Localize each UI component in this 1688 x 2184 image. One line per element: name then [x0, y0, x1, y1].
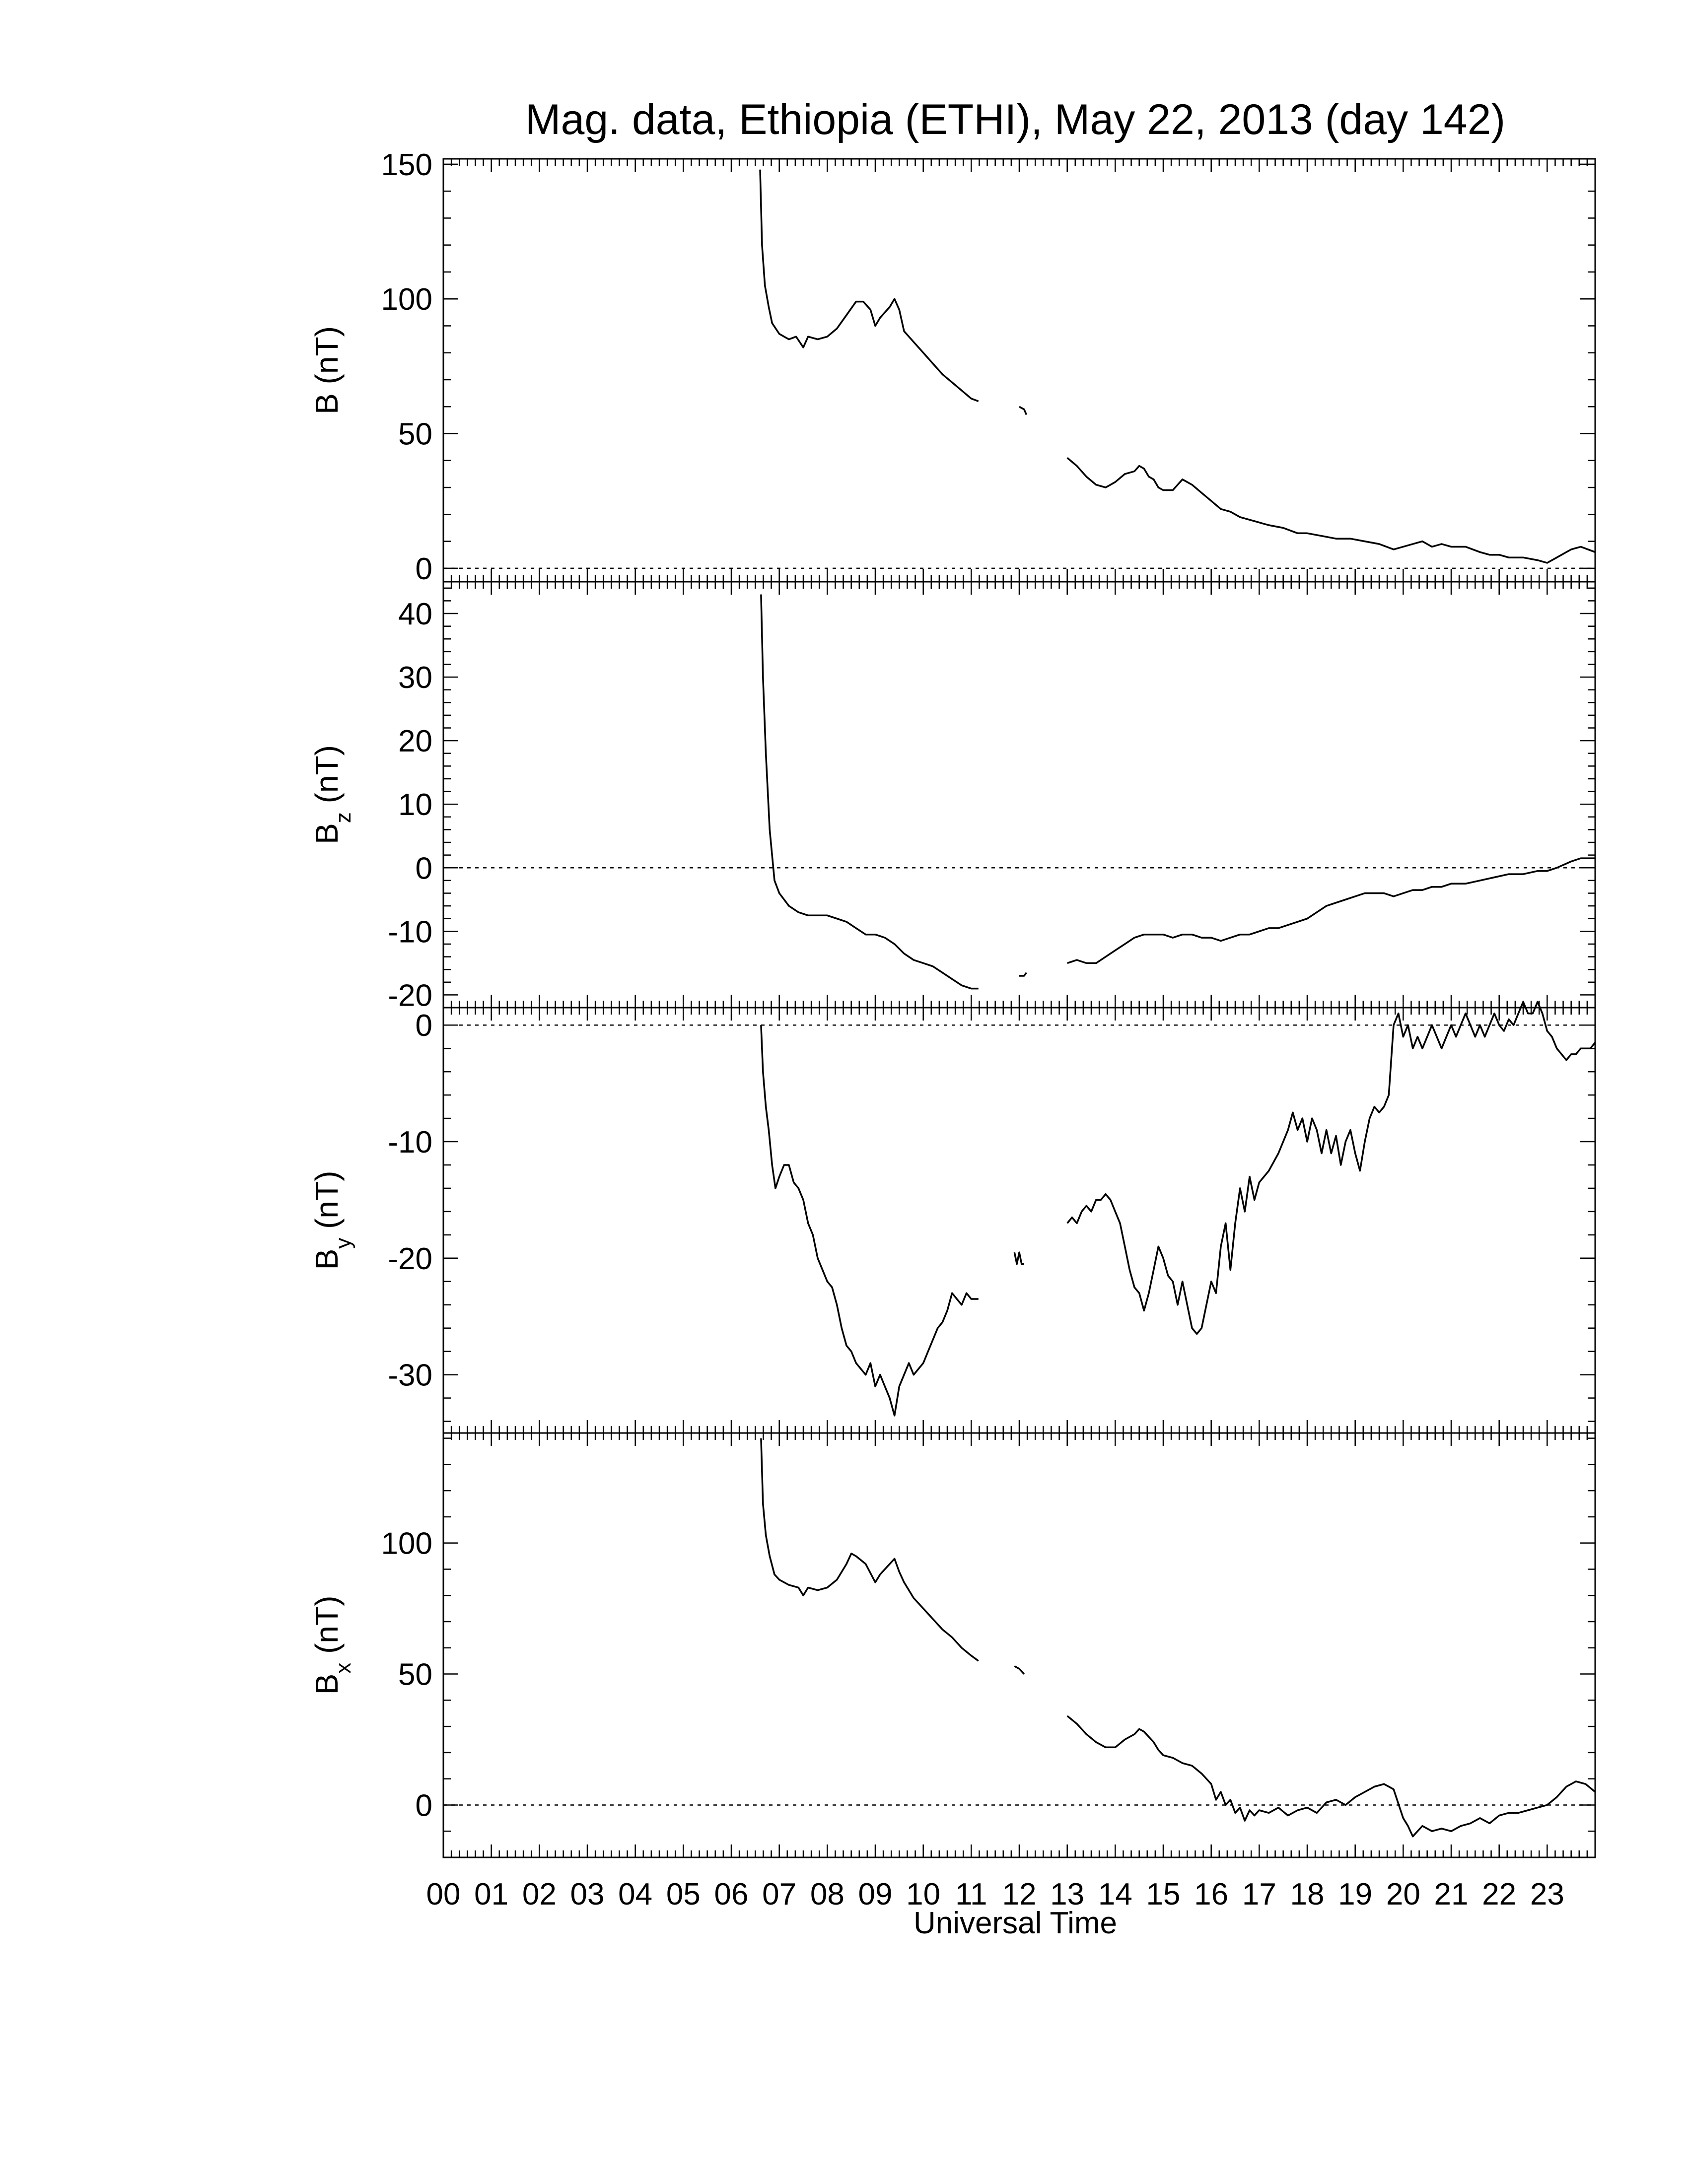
- y-axis-label-unit: (nT): [309, 1596, 345, 1663]
- y-axis-label-sub: z: [331, 812, 355, 823]
- x-tick-label: 12: [1002, 1877, 1037, 1911]
- y-axis-label-main: B: [309, 393, 345, 414]
- y-tick-label: -10: [388, 1125, 432, 1160]
- series-line-b-total-seg2: [1066, 457, 1596, 564]
- x-tick-label: 18: [1290, 1877, 1325, 1911]
- y-tick-label: -20: [388, 978, 432, 1013]
- x-tick-label: 05: [666, 1877, 701, 1911]
- panel-bz: -20 -10 0 10 20 30 40 Bz (nT): [309, 581, 1596, 1013]
- x-tick-label: 07: [762, 1877, 796, 1911]
- x-tick-label: 01: [474, 1877, 508, 1911]
- y-tick-label: 20: [398, 724, 432, 758]
- y-axis-label-unit: (nT): [309, 326, 345, 393]
- series-line-bz-seg1: [1019, 972, 1027, 977]
- series-line-bx-seg2: [1066, 1715, 1596, 1838]
- x-tick-label: 20: [1386, 1877, 1420, 1911]
- x-tick-label: 23: [1530, 1877, 1564, 1911]
- y-tick-label: 10: [398, 788, 432, 822]
- x-tick-label: 21: [1434, 1877, 1469, 1911]
- y-tick-label: -20: [388, 1242, 432, 1276]
- y-tick-label: 0: [416, 851, 432, 886]
- x-tick-label: 10: [906, 1877, 940, 1911]
- y-tick-label: 100: [381, 1527, 432, 1561]
- series-line-bx-seg0: [760, 1438, 979, 1662]
- y-tick-label: 100: [381, 282, 432, 317]
- panel-frame-b-total: [442, 158, 1596, 583]
- x-tick-label: 11: [955, 1877, 987, 1911]
- y-axis-label-main: B: [309, 823, 345, 844]
- x-tick-labels: 00 01 02 03 04 05 06 07 08 09 10 11 12 13 14 15 16 17 18 19…: [426, 1877, 1564, 1911]
- y-tick-label: -10: [388, 915, 432, 949]
- y-tick-label: 30: [398, 661, 432, 695]
- y-tick-label: 0: [416, 1788, 432, 1823]
- y-axis-label-bz: Bz (nT): [309, 745, 355, 844]
- panel-frame-bx: [442, 1432, 1596, 1858]
- y-axis-label-sub: x: [331, 1663, 355, 1674]
- x-tick-label: 14: [1098, 1877, 1132, 1911]
- y-axis-label-unit: (nT): [309, 745, 345, 812]
- chart-title: Mag. data, Ethiopia (ETHI), May 22, 2013…: [525, 96, 1505, 143]
- x-tick-label: 02: [522, 1877, 557, 1911]
- panel-b-total: 0 50 100 150 B (nT): [309, 148, 1596, 586]
- series-line-bz-seg0: [760, 594, 979, 990]
- y-axis-label-by: By (nT): [309, 1171, 355, 1270]
- x-tick-label: 16: [1194, 1877, 1228, 1911]
- series-line-bx-seg1: [1014, 1665, 1025, 1675]
- x-tick-label: 15: [1146, 1877, 1181, 1911]
- x-tick-label: 08: [810, 1877, 844, 1911]
- series-line-b-total-seg1: [1019, 406, 1028, 415]
- x-axis-label: Universal Time: [914, 1906, 1117, 1940]
- y-axis-label-unit: (nT): [309, 1171, 345, 1238]
- x-tick-label: 17: [1242, 1877, 1276, 1911]
- series-line-bz-seg2: [1067, 857, 1595, 964]
- y-tick-label: 40: [398, 597, 432, 631]
- series-line-by-seg0: [760, 1025, 979, 1417]
- x-tick-label: 04: [618, 1877, 652, 1911]
- y-tick-label: -30: [388, 1359, 432, 1393]
- x-tick-label: 13: [1050, 1877, 1084, 1911]
- y-axis-label-main: B: [309, 1674, 345, 1695]
- series-line-by-seg2: [1066, 1001, 1596, 1335]
- y-tick-label: 0: [416, 552, 432, 586]
- x-tick-label: 09: [858, 1877, 893, 1911]
- panel-frame-by: [442, 1007, 1596, 1434]
- y-axis-label-b-total: B (nT): [309, 326, 345, 414]
- y-axis-label-bx: Bx (nT): [309, 1596, 355, 1695]
- x-tick-label: 19: [1338, 1877, 1372, 1911]
- y-axis-label-main: B: [309, 1249, 345, 1270]
- y-axis-label-sub: y: [331, 1238, 355, 1249]
- y-tick-label: 50: [398, 1658, 432, 1692]
- panel-by: -30 -20 -10 0 By (nT): [309, 1001, 1596, 1434]
- x-tick-label: 03: [570, 1877, 605, 1911]
- y-tick-label: 50: [398, 417, 432, 452]
- x-tick-label: 00: [426, 1877, 461, 1911]
- x-tick-label: 22: [1482, 1877, 1516, 1911]
- y-tick-label: 0: [416, 1009, 432, 1043]
- panel-bx: 0 50 100 Bx (nT): [309, 1432, 1596, 1858]
- y-tick-label: 150: [381, 148, 432, 182]
- panel-frame-bz: [442, 581, 1596, 1009]
- series-line-by-seg1: [1013, 1251, 1024, 1265]
- x-tick-label: 06: [714, 1877, 749, 1911]
- series-line-b-total-seg0: [759, 169, 979, 403]
